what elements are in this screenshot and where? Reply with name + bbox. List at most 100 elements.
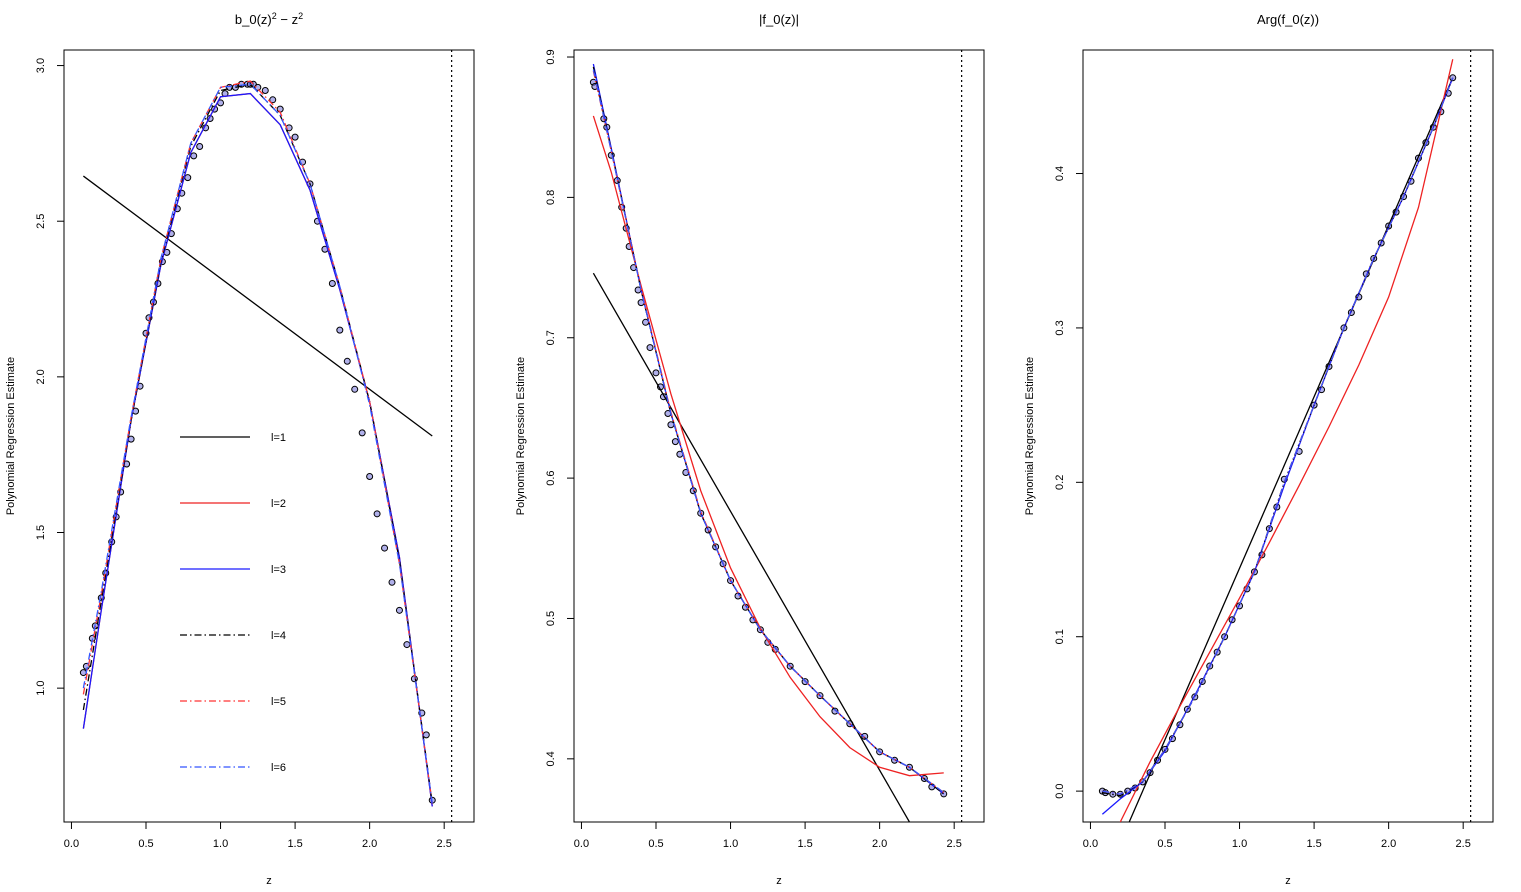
legend: l=1 l=2 l=3 l=4 l=5 l=6 <box>180 432 286 774</box>
plot-area <box>589 50 963 822</box>
plot-area <box>79 50 453 822</box>
plot-frame <box>1082 49 1494 823</box>
data-point <box>190 152 198 160</box>
x-axis-label: z <box>1285 875 1291 887</box>
data-point <box>831 707 839 715</box>
x-tick-label: 1.0 <box>1232 838 1247 850</box>
series-line-l3 <box>592 63 945 795</box>
data-point <box>291 133 299 141</box>
legend-label-l1: l=1 <box>271 432 286 444</box>
x-tick-label: 0.5 <box>138 838 153 850</box>
y-tick-label: 0.5 <box>545 611 557 626</box>
y-axis-label: Polynomial Regression Estimate <box>515 357 527 515</box>
x-tick-label: 2.5 <box>947 838 962 850</box>
x-tick-label: 2.5 <box>1456 838 1471 850</box>
data-point <box>276 105 284 113</box>
data-point <box>373 510 381 518</box>
data-point <box>336 326 344 334</box>
series-line-l2 <box>1119 59 1454 822</box>
legend-label-l3: l=3 <box>271 564 286 576</box>
data-point <box>269 96 277 104</box>
y-tick-label: 0.6 <box>545 470 557 485</box>
plot-area <box>1098 50 1472 822</box>
data-point <box>381 544 389 552</box>
series-line-l5 <box>1102 77 1454 795</box>
data-point <box>652 369 660 377</box>
y-tick-label: 2.5 <box>35 214 47 229</box>
x-axis-label: z <box>266 875 272 887</box>
y-tick-label: 0.2 <box>1054 475 1066 490</box>
series-line-l5 <box>82 80 433 804</box>
data-point <box>254 83 262 91</box>
series-line-l1 <box>592 272 911 822</box>
x-tick-label: 2.5 <box>437 838 452 850</box>
data-point <box>196 143 204 150</box>
data-point <box>79 669 87 677</box>
panel-title: Arg(f_0(z)) <box>1257 12 1319 27</box>
y-tick-label: 0.0 <box>1054 783 1066 798</box>
legend-label-l5: l=5 <box>271 696 286 708</box>
panel-title: b_0(z)2 − z2 <box>235 11 303 27</box>
legend-label-l2: l=2 <box>271 498 286 510</box>
data-point <box>343 357 351 365</box>
series-line-l6 <box>1102 77 1454 795</box>
x-tick-label: 0.5 <box>648 838 663 850</box>
x-tick-label: 0.5 <box>1157 838 1172 850</box>
x-tick-label: 0.0 <box>1083 838 1098 850</box>
legend-label-l6: l=6 <box>271 762 286 774</box>
y-tick-label: 0.7 <box>545 330 557 345</box>
data-point <box>395 606 403 614</box>
x-tick-label: 1.0 <box>213 838 228 850</box>
data-point <box>366 472 374 480</box>
legend-label-l4: l=4 <box>271 630 286 642</box>
series-line-l4 <box>592 66 945 795</box>
data-point <box>671 438 679 446</box>
x-tick-label: 1.5 <box>797 838 812 850</box>
y-axis-label: Polynomial Regression Estimate <box>1024 357 1036 515</box>
data-point <box>646 344 654 352</box>
series-line-l5 <box>592 70 945 794</box>
y-tick-label: 1.5 <box>35 525 47 540</box>
y-axis-label: Polynomial Regression Estimate <box>5 357 17 515</box>
series-line-l1 <box>1128 77 1454 822</box>
y-tick-label: 0.4 <box>545 751 557 766</box>
y-tick-label: 0.9 <box>545 49 557 64</box>
data-point <box>328 279 336 287</box>
y-tick-label: 0.1 <box>1054 629 1066 644</box>
data-point <box>422 731 430 739</box>
y-tick-label: 1.0 <box>35 680 47 695</box>
panel-1: b_0(z)2 − z2 0.0 0.5 1.0 1.5 2.0 2.5 z 1.0 1.5 2.0… <box>5 11 475 887</box>
plot-frame <box>573 49 985 823</box>
data-point <box>351 385 359 393</box>
series-line-l4 <box>1102 77 1454 797</box>
y-tick-label: 2.0 <box>35 369 47 384</box>
x-tick-label: 2.0 <box>1381 838 1396 850</box>
y-tick-label: 0.8 <box>545 190 557 205</box>
x-tick-label: 1.5 <box>287 838 302 850</box>
data-point <box>261 86 269 94</box>
data-point <box>184 174 192 182</box>
series-line-l2 <box>82 92 433 807</box>
panel-3: Arg(f_0(z)) 0.0 0.5 1.0 1.5 2.0 2.5 z 0.0 0.1 0.2 0… <box>1024 12 1494 887</box>
series-line-l4 <box>82 83 433 804</box>
panel-title: |f_0(z)| <box>759 12 799 27</box>
y-tick-label: 3.0 <box>35 58 47 73</box>
data-point <box>403 641 411 649</box>
data-point <box>358 429 366 437</box>
x-tick-label: 1.5 <box>1306 838 1321 850</box>
x-tick-label: 0.0 <box>64 838 79 850</box>
x-tick-label: 2.0 <box>872 838 887 850</box>
x-tick-label: 2.0 <box>362 838 377 850</box>
x-tick-label: 1.0 <box>723 838 738 850</box>
series-line-l2 <box>592 115 944 777</box>
panel-2: |f_0(z)| 0.0 0.5 1.0 1.5 2.0 2.5 z 0.4 0.5 0.6 0.7 0… <box>515 12 985 887</box>
data-point <box>861 732 869 740</box>
series-line-l6 <box>592 69 945 794</box>
x-tick-label: 0.0 <box>574 838 589 850</box>
data-point <box>642 318 650 326</box>
series-line-l6 <box>82 83 433 804</box>
series-line-l3 <box>82 92 433 807</box>
y-tick-label: 0.4 <box>1054 166 1066 181</box>
plot-frame <box>63 49 475 823</box>
